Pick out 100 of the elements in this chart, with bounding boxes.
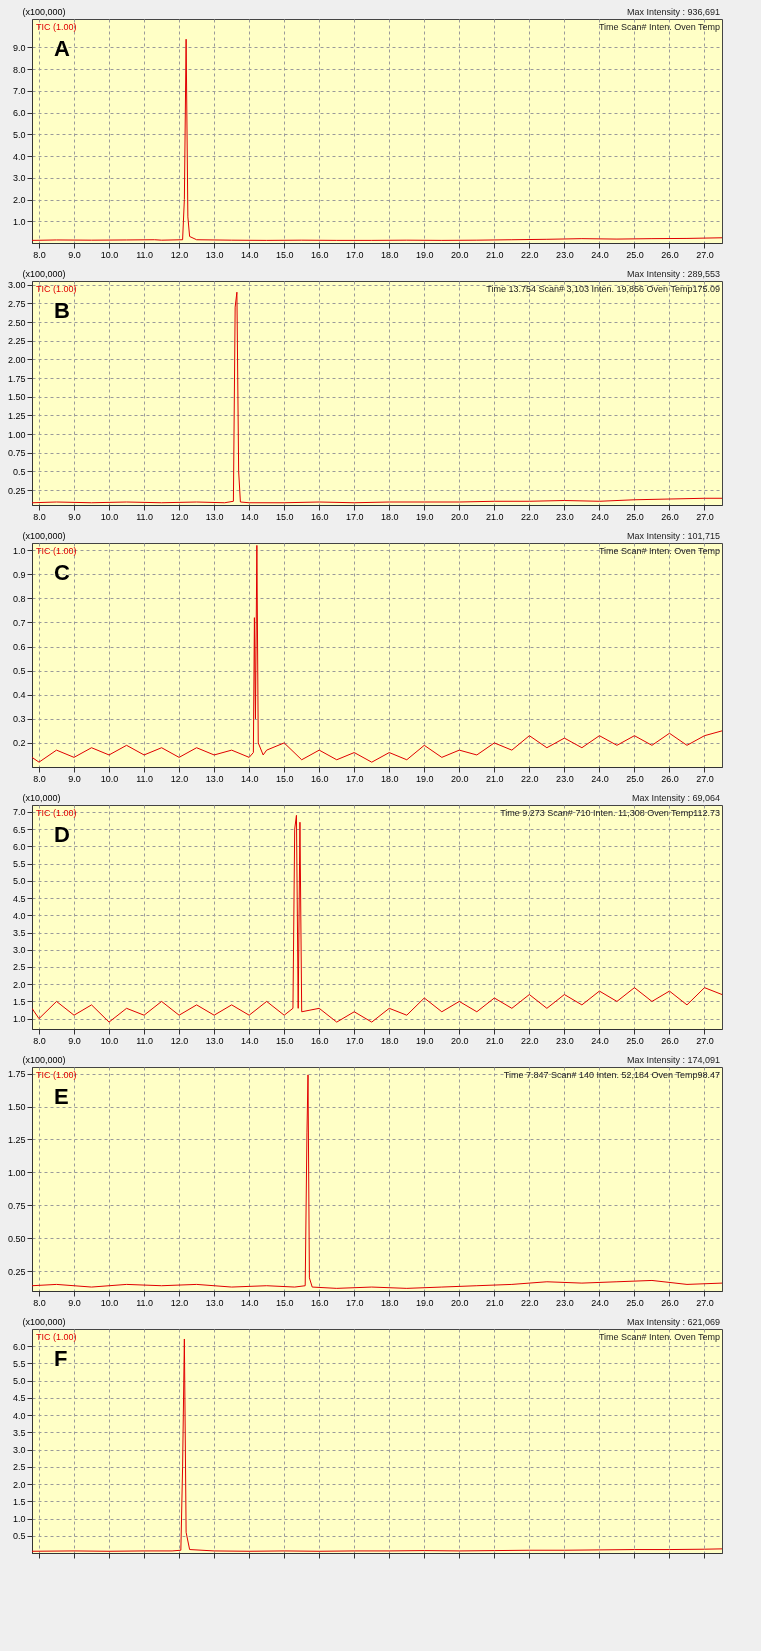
text: Max Intensity : 174,091 (626, 1055, 720, 1065)
x-tick-label: 23.0 (556, 1297, 574, 1308)
y-tick-label: 4.0 (12, 151, 26, 162)
x-tick-label: 19.0 (416, 249, 434, 260)
x-tick-label: 8.0 (33, 511, 46, 522)
text: C (54, 560, 70, 585)
x-tick-label: 21.0 (486, 1035, 504, 1046)
x-tick-label: 18.0 (380, 511, 399, 522)
text: Max Intensity : 101,715 (626, 531, 720, 541)
y-tick-label: 1.0 (12, 1514, 26, 1525)
x-tick-label: 11.0 (136, 511, 154, 522)
y-tick-label: 2.00 (7, 354, 26, 365)
y-tick-label: 1.50 (7, 392, 26, 403)
y-axis-title: (x100,000) (22, 530, 66, 541)
y-tick-label: 0.4 (12, 690, 26, 701)
x-tick-label: 14.0 (240, 511, 259, 522)
x-tick-label: 12.0 (170, 1297, 189, 1308)
x-tick-label: 20.0 (451, 773, 469, 784)
text: Max Intensity : 289,553 (626, 269, 720, 279)
y-tick-label: 0.75 (7, 1200, 26, 1211)
x-tick-label: 23.0 (556, 249, 574, 260)
x-tick-label: 24.0 (591, 1297, 609, 1308)
x-tick-label: 26.0 (661, 773, 679, 784)
x-tick-label: 17.0 (345, 773, 364, 784)
text: A (54, 36, 70, 61)
y-tick-label: 2.5 (12, 1462, 26, 1473)
x-tick-label: 26.0 (661, 1297, 679, 1308)
x-tick-label: 27.0 (696, 1035, 714, 1046)
x-tick-label: 9.0 (68, 511, 81, 522)
y-tick-label: 0.75 (7, 448, 26, 459)
y-tick-label: 1.5 (12, 996, 26, 1007)
y-tick-label: 0.6 (12, 642, 26, 653)
x-tick-label: 10.0 (100, 511, 119, 522)
y-tick-label: 3.0 (12, 1445, 26, 1456)
y-tick-label: 0.5 (12, 1531, 26, 1542)
x-tick-label: 13.0 (205, 773, 224, 784)
y-tick-label: 5.5 (12, 1358, 26, 1369)
y-tick-label: 1.25 (7, 1134, 26, 1145)
x-tick-label: 8.0 (33, 249, 46, 260)
y-tick-label: 6.0 (12, 1341, 26, 1352)
text: B (54, 298, 70, 323)
x-tick-label: 10.0 (100, 773, 119, 784)
y-tick-label: 7.0 (12, 807, 26, 818)
x-tick-label: 17.0 (345, 1297, 364, 1308)
line-series (32, 544, 722, 763)
annotation: Time Scan# Inten. Oven Temp (598, 546, 720, 556)
annotation: Time 9.273 Scan# 710 Inten. 11,308 Oven Temp112.73 (500, 808, 720, 818)
x-tick-label: 12.0 (170, 1035, 189, 1046)
text: F (54, 1346, 68, 1371)
x-tick-label: 12.0 (170, 249, 189, 260)
y-tick-label: 0.5 (12, 666, 26, 677)
y-tick-label: 2.0 (12, 1479, 26, 1490)
x-tick-label: 15.0 (275, 511, 294, 522)
x-tick-label: 13.0 (205, 249, 224, 260)
x-tick-label: 10.0 (100, 1035, 119, 1046)
x-tick-label: 27.0 (696, 511, 714, 522)
text: TIC (1.00) (36, 1070, 77, 1080)
text: Max Intensity : 936,691 (626, 7, 720, 17)
x-tick-label: 20.0 (451, 1297, 469, 1308)
x-tick-label: 24.0 (591, 773, 609, 784)
y-tick-label: 4.0 (12, 1410, 26, 1421)
x-tick-label: 25.0 (626, 511, 644, 522)
y-tick-label: 0.5 (12, 466, 26, 477)
y-tick-label: 0.3 (12, 714, 26, 725)
x-tick-label: 15.0 (275, 1035, 294, 1046)
y-tick-label: 5.5 (12, 859, 26, 870)
annotation: Time Scan# Inten. Oven Temp (598, 1332, 720, 1342)
x-tick-label: 9.0 (68, 773, 81, 784)
x-tick-label: 16.0 (310, 1297, 329, 1308)
y-tick-label: 7.0 (12, 86, 26, 97)
x-tick-label: 22.0 (521, 511, 539, 522)
text: Max Intensity : 69,064 (631, 793, 720, 803)
x-tick-label: 25.0 (626, 1297, 644, 1308)
x-tick-label: 8.0 (33, 773, 46, 784)
x-tick-label: 16.0 (310, 511, 329, 522)
text: Max Intensity : 621,069 (626, 1317, 720, 1327)
y-tick-label: 4.0 (12, 910, 26, 921)
x-tick-label: 19.0 (416, 1035, 434, 1046)
y-axis-title: (x10,000) (22, 792, 61, 803)
y-tick-label: 4.5 (12, 1393, 26, 1404)
x-tick-label: 10.0 (100, 1297, 119, 1308)
text: D (54, 822, 70, 847)
y-tick-label: 1.5 (12, 1496, 26, 1507)
x-tick-label: 27.0 (696, 249, 714, 260)
y-tick-label: 6.0 (12, 841, 26, 852)
text: TIC (1.00) (36, 1332, 77, 1342)
x-tick-label: 20.0 (451, 249, 469, 260)
x-tick-label: 21.0 (486, 773, 504, 784)
x-tick-label: 9.0 (68, 1035, 81, 1046)
x-tick-label: 19.0 (416, 773, 434, 784)
x-tick-label: 14.0 (240, 1035, 259, 1046)
y-tick-label: 0.25 (7, 1266, 26, 1277)
y-tick-label: 1.00 (7, 429, 26, 440)
text: TIC (1.00) (36, 22, 77, 32)
x-tick-label: 24.0 (591, 1035, 609, 1046)
y-tick-label: 1.75 (7, 1069, 26, 1080)
x-tick-label: 14.0 (240, 773, 259, 784)
x-tick-label: 25.0 (626, 773, 644, 784)
y-tick-label: 0.2 (12, 738, 26, 749)
x-tick-label: 11.0 (136, 1297, 154, 1308)
